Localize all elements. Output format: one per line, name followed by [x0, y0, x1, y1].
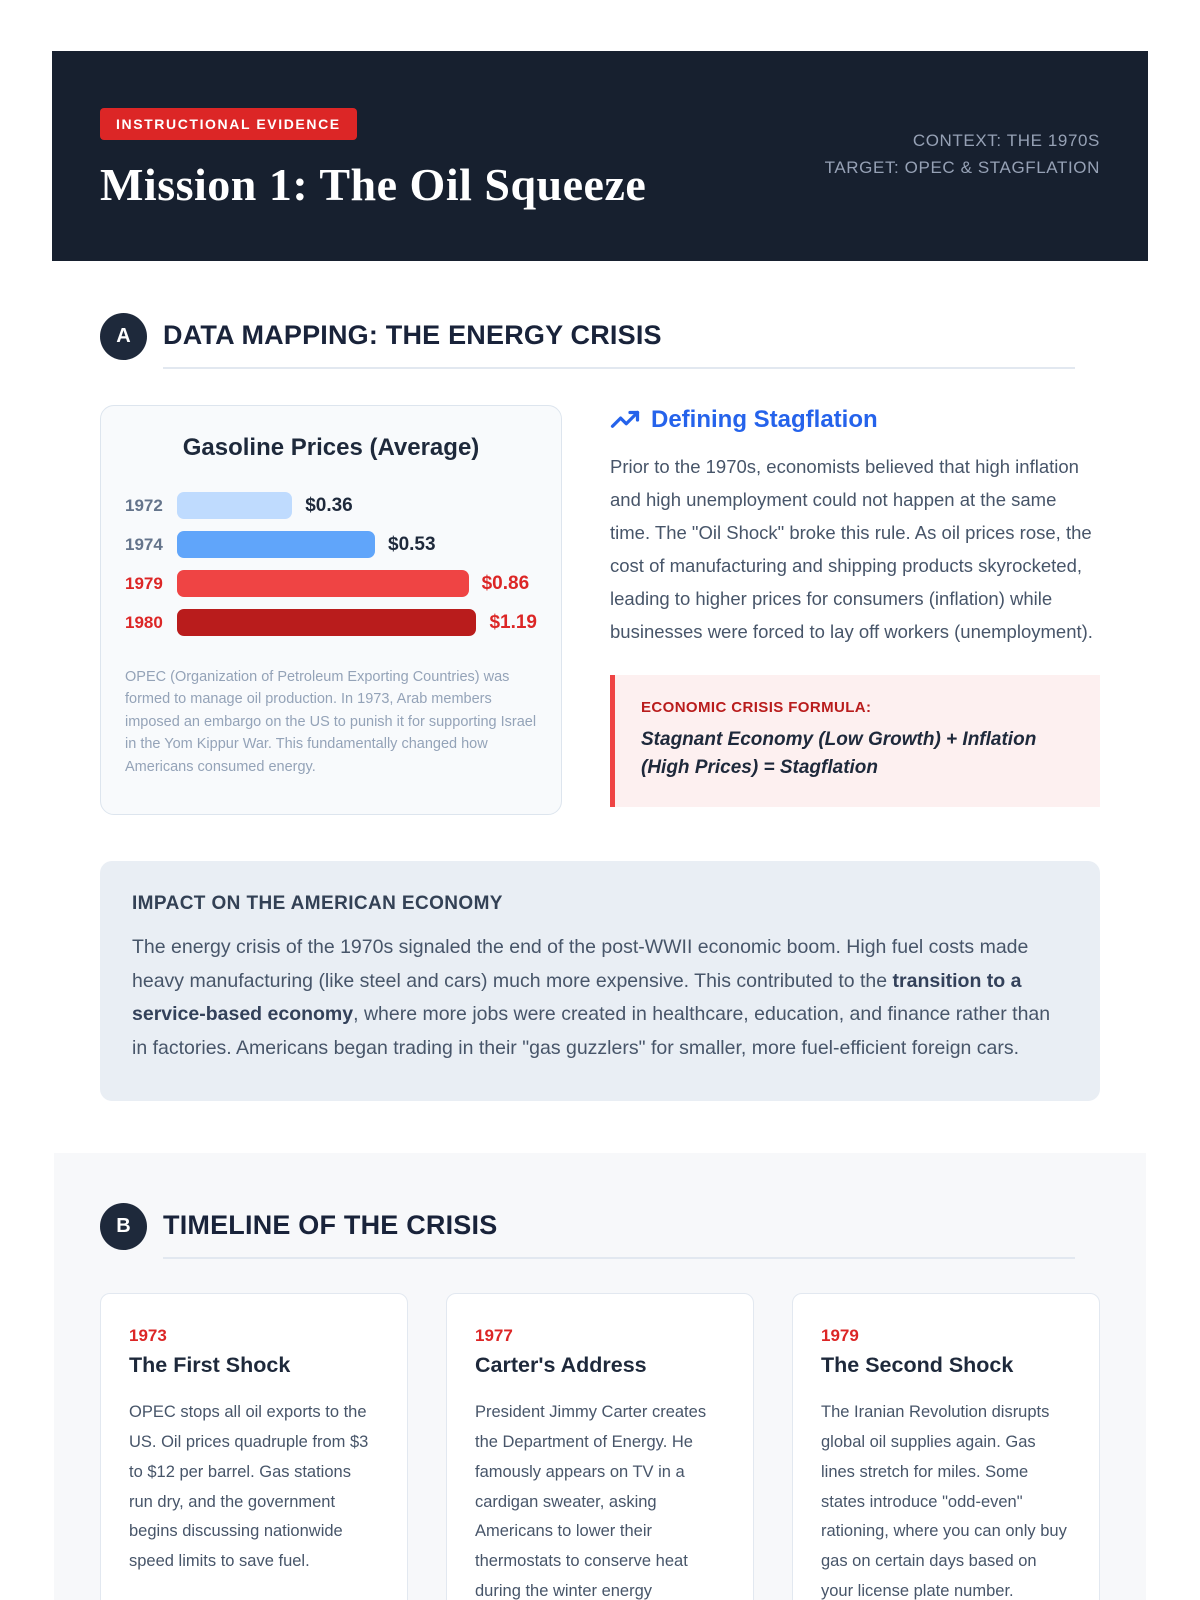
chart-bar: [177, 609, 477, 636]
chart-caption: OPEC (Organization of Petroleum Exportin…: [125, 669, 537, 775]
impact-body-before: The energy crisis of the 1970s signaled …: [132, 936, 1029, 992]
impact-box: IMPACT ON THE AMERICAN ECONOMY The energ…: [100, 861, 1100, 1102]
target-line: TARGET: OPEC & STAGFLATION: [824, 158, 1100, 178]
chart-row: 1980 $1.19: [125, 609, 537, 636]
section-data-mapping: A DATA MAPPING: THE ENERGY CRISIS Gasoli…: [0, 313, 1200, 816]
section-timeline: B TIMELINE OF THE CRISIS 1973 The First …: [54, 1153, 1146, 1600]
impact-title: IMPACT ON THE AMERICAN ECONOMY: [132, 893, 503, 915]
formula-label: ECONOMIC CRISIS FORMULA:: [641, 698, 872, 716]
timeline-card-1973: 1973 The First Shock OPEC stops all oil …: [100, 1293, 408, 1600]
economic-crisis-formula-box: ECONOMIC CRISIS FORMULA: Stagnant Econom…: [610, 674, 1100, 807]
chart-row: 1972 $0.36: [125, 492, 537, 519]
chart-year-label: 1974: [125, 534, 163, 554]
chart-bar: [177, 492, 293, 519]
hero-meta: CONTEXT: THE 1970S TARGET: OPEC & STAGFL…: [825, 127, 1100, 181]
chart-year-label: 1979: [125, 573, 163, 593]
timeline-cards: 1973 The First Shock OPEC stops all oil …: [100, 1293, 1100, 1600]
stagflation-title: Defining Stagflation: [651, 406, 878, 433]
timeline-card-title: The Second Shock: [821, 1353, 1014, 1378]
chart-title: Gasoline Prices (Average): [182, 434, 480, 461]
section-b-title: TIMELINE OF THE CRISIS: [163, 1210, 498, 1241]
trending-up-icon: [610, 410, 640, 428]
timeline-year: 1977: [475, 1326, 513, 1346]
hero-header: INSTRUCTIONAL EVIDENCE Mission 1: The Oi…: [52, 51, 1148, 261]
formula-text: Stagnant Economy (Low Growth) + Inflatio…: [641, 728, 1037, 779]
chart-bar-track: $1.19: [177, 609, 537, 636]
section-a-letter-badge: A: [100, 313, 147, 360]
impact-body: The energy crisis of the 1970s signaled …: [132, 931, 1068, 1065]
context-line: CONTEXT: THE 1970S: [912, 131, 1100, 150]
section-a-title: DATA MAPPING: THE ENERGY CRISIS: [163, 320, 662, 350]
timeline-year: 1973: [129, 1326, 167, 1346]
impact-body-bold: transition to a service-based economy: [132, 969, 1022, 1026]
timeline-card-1979: 1979 The Second Shock The Iranian Revolu…: [792, 1293, 1100, 1600]
chart-value-label: $0.86: [481, 572, 530, 594]
chart-bar-track: $0.86: [177, 570, 537, 597]
chart-year-label: 1980: [125, 612, 163, 632]
chart-row: 1979 $0.86: [125, 570, 537, 597]
chart-bar-track: $0.36: [177, 492, 537, 519]
timeline-card-body: President Jimmy Carter creates the Depar…: [475, 1403, 707, 1600]
timeline-card-1977: 1977 Carter's Address President Jimmy Ca…: [446, 1293, 754, 1600]
stagflation-body: Prior to the 1970s, economists believed …: [610, 456, 1093, 642]
section-b-title-wrap: TIMELINE OF THE CRISIS: [163, 1203, 1075, 1260]
instructional-evidence-badge: INSTRUCTIONAL EVIDENCE: [100, 108, 357, 140]
chart-bar-track: $0.53: [177, 531, 537, 558]
timeline-card-body: The Iranian Revolution disrupts global o…: [821, 1403, 1067, 1600]
chart-value-label: $0.36: [305, 494, 353, 516]
timeline-year: 1979: [821, 1326, 859, 1346]
timeline-card-title: Carter's Address: [475, 1353, 647, 1378]
chart-bar: [177, 531, 375, 558]
stagflation-heading-row: Defining Stagflation: [610, 405, 1100, 435]
section-a-columns: Gasoline Prices (Average) 1972 $0.36 197…: [100, 405, 1100, 816]
timeline-card-body: OPEC stops all oil exports to the US. Oi…: [129, 1403, 369, 1570]
section-a-title-wrap: DATA MAPPING: THE ENERGY CRISIS: [163, 313, 1075, 369]
chart-row: 1974 $0.53: [125, 531, 537, 558]
chart-value-label: $1.19: [489, 611, 537, 633]
section-a-header: A DATA MAPPING: THE ENERGY CRISIS: [100, 313, 1100, 369]
page-title: Mission 1: The Oil Squeeze: [100, 159, 647, 210]
section-b-header: B TIMELINE OF THE CRISIS: [100, 1203, 1100, 1260]
gasoline-prices-chart-card: Gasoline Prices (Average) 1972 $0.36 197…: [100, 405, 562, 816]
section-b-letter-badge: B: [100, 1203, 147, 1251]
chart-value-label: $0.53: [388, 533, 436, 555]
timeline-card-title: The First Shock: [129, 1353, 291, 1378]
impact-body-after: , where more jobs were created in health…: [132, 1003, 1051, 1059]
chart-bar: [177, 570, 469, 597]
stagflation-column: Defining Stagflation Prior to the 1970s,…: [610, 405, 1100, 815]
chart-year-label: 1972: [125, 495, 163, 515]
